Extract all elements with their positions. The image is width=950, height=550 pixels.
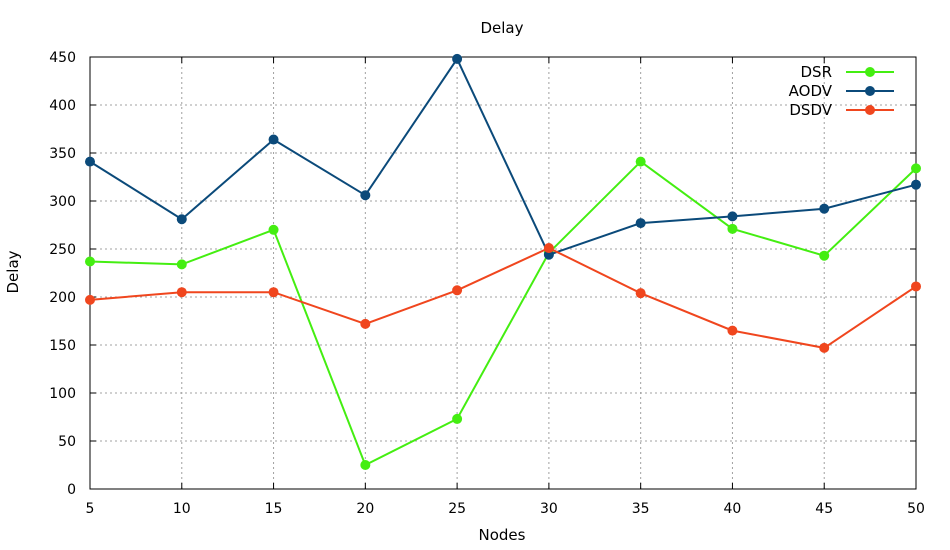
series-aodv [85, 53, 921, 260]
y-tick-label: 200 [49, 290, 76, 306]
y-tick-label: 150 [49, 338, 76, 354]
data-point-aodv [360, 190, 371, 201]
y-tick-label: 350 [49, 146, 76, 162]
x-tick-label: 40 [724, 501, 742, 517]
data-point-dsdv [360, 318, 371, 329]
data-point-dsdv [176, 287, 187, 298]
series-dsdv [85, 243, 921, 353]
data-point-dsr [635, 156, 646, 167]
data-point-aodv [911, 179, 921, 190]
data-point-dsdv [452, 285, 463, 296]
y-tick-label: 400 [49, 98, 76, 114]
x-tick-label: 50 [907, 501, 925, 517]
y-tick-label: 450 [49, 50, 76, 66]
y-tick-label: 300 [49, 194, 76, 210]
data-point-aodv [727, 211, 738, 222]
x-tick-label: 20 [356, 501, 374, 517]
data-point-dsdv [268, 287, 279, 298]
series-line-dsr [89, 160, 917, 467]
series-group [85, 53, 921, 470]
legend-label-dsr: DSR [801, 63, 833, 81]
series-dsr [85, 156, 921, 470]
series-line-aodv [89, 56, 917, 257]
data-point-dsr [360, 460, 371, 470]
legend-swatch-marker-dsdv [865, 105, 875, 115]
data-point-dsdv [819, 342, 830, 353]
grid [90, 57, 916, 489]
x-axis-label: Nodes [479, 526, 526, 544]
plot-frame [89, 56, 917, 490]
x-tick-label: 5 [86, 501, 95, 517]
x-tick-label: 15 [265, 501, 283, 517]
legend-label-aodv: AODV [789, 82, 833, 100]
y-tick-label: 0 [67, 482, 76, 498]
data-point-dsr [819, 250, 830, 261]
legend-item-dsr: DSR [801, 63, 894, 81]
legend-label-dsdv: DSDV [789, 101, 832, 119]
y-tick-label: 250 [49, 242, 76, 258]
data-point-dsdv [911, 281, 921, 292]
data-point-aodv [635, 218, 646, 229]
data-point-dsdv [727, 325, 738, 336]
data-point-aodv [176, 214, 187, 225]
data-point-aodv [85, 156, 95, 167]
data-point-aodv [452, 53, 463, 64]
plot-border [89, 56, 917, 490]
legend-swatch-marker-aodv [865, 86, 875, 96]
x-tick-label: 25 [448, 501, 466, 517]
data-point-aodv [268, 134, 279, 145]
data-point-dsdv [85, 294, 95, 305]
y-tick-label: 100 [49, 386, 76, 402]
data-point-aodv [819, 203, 830, 214]
data-point-dsr [85, 256, 95, 267]
x-tick-label: 10 [173, 501, 191, 517]
data-point-dsdv [543, 243, 554, 254]
data-point-dsr [176, 259, 187, 270]
y-tick-label: 50 [58, 434, 76, 450]
series-line-dsdv [89, 246, 917, 349]
x-tick-label: 45 [815, 501, 833, 517]
data-point-dsr [268, 224, 279, 235]
data-point-dsr [911, 163, 921, 174]
x-tick-label: 35 [632, 501, 650, 517]
y-axis-label: Delay [4, 250, 22, 293]
data-point-dsr [727, 223, 738, 234]
chart-title: Delay [480, 19, 523, 37]
legend-item-dsdv: DSDV [789, 101, 894, 119]
data-point-dsdv [635, 288, 646, 299]
data-point-dsr [452, 413, 463, 424]
axis-ticks: 0 50 100 150 200 250 300 350 400 450 5 10 15 20 25 30 35… [49, 50, 925, 517]
legend-item-aodv: AODV [789, 82, 894, 100]
legend-swatch-marker-dsr [865, 67, 875, 77]
x-tick-label: 30 [540, 501, 558, 517]
